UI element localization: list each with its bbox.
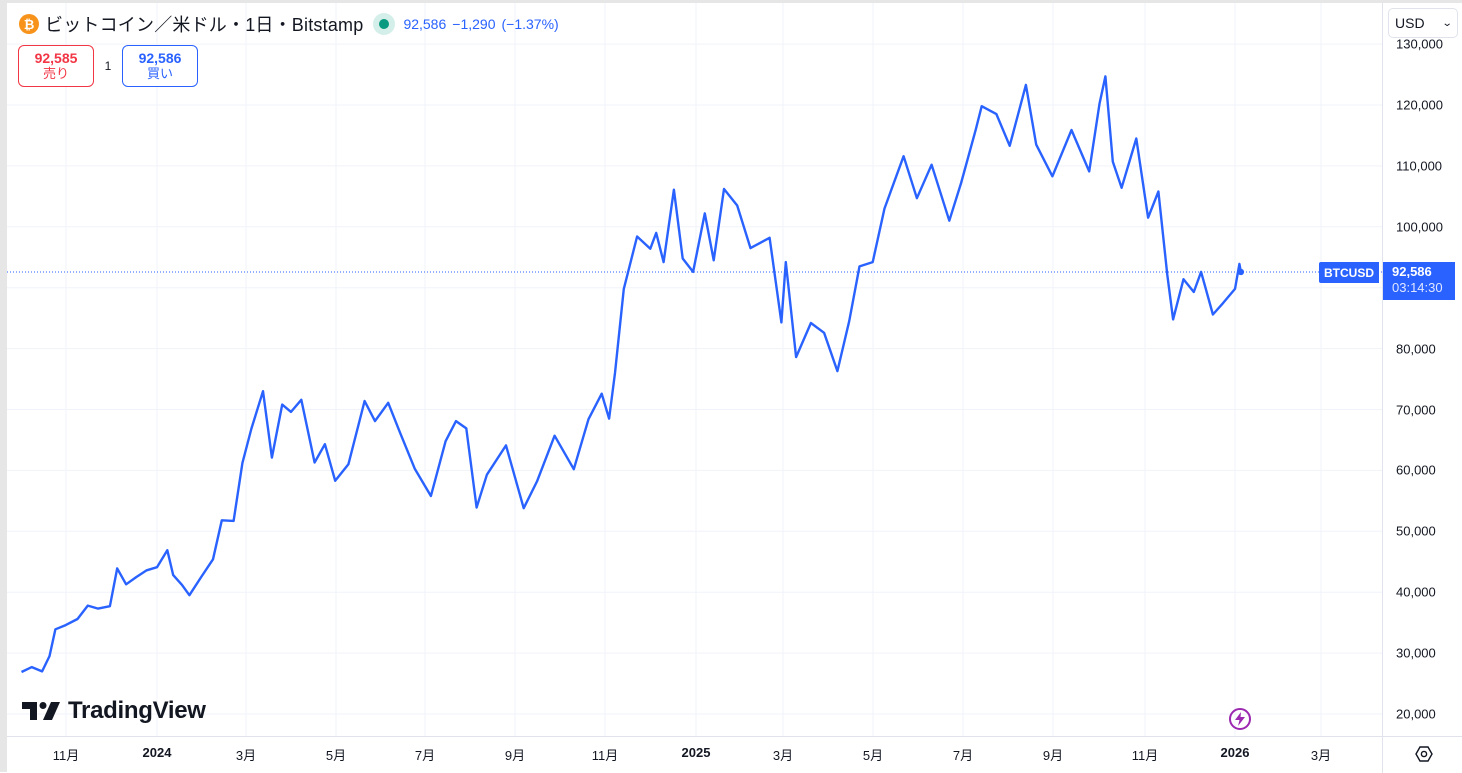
price-axis[interactable] xyxy=(1382,3,1462,736)
quote-values: 92,586 −1,290 (−1.37%) xyxy=(403,16,564,32)
chevron-down-icon: ⌄ xyxy=(1441,17,1453,29)
time-axis-label: 9月 xyxy=(1042,748,1064,763)
time-axis-label: 2025 xyxy=(681,745,711,760)
symbol-legend: ₿ ビットコイン／米ドル・1日・Bitstamp 92,586 −1,290 (−1… xyxy=(19,11,565,37)
axis-corner xyxy=(1382,736,1462,773)
price-axis-label: 20,000 xyxy=(1396,706,1436,722)
price-axis-label: 110,000 xyxy=(1396,158,1443,174)
order-quantity[interactable]: 1 xyxy=(104,59,112,73)
time-axis-label: 2024 xyxy=(142,745,172,760)
trade-panel: 92,585 売り 1 92,586 買い xyxy=(18,45,198,87)
sell-label: 売り xyxy=(42,66,69,81)
last-price-marker xyxy=(1237,268,1245,276)
sell-price: 92,585 xyxy=(34,50,78,66)
buy-button[interactable]: 92,586 買い xyxy=(122,45,198,87)
time-axis-label: 11月 xyxy=(591,748,619,763)
market-open-dot-icon xyxy=(379,19,390,29)
lightning-icon xyxy=(1235,712,1245,726)
tradingview-logo-text: TradingView xyxy=(68,697,206,724)
last-price: 92,586 xyxy=(403,16,447,32)
time-axis-label: 3月 xyxy=(1310,748,1332,763)
currency-value: USD xyxy=(1395,15,1425,31)
price-axis-label: 130,000 xyxy=(1396,36,1443,52)
price-change: −1,290 xyxy=(452,16,496,32)
price-axis-label: 30,000 xyxy=(1396,645,1436,661)
price-change-percent: (−1.37%) xyxy=(501,16,559,32)
time-axis-label: 3月 xyxy=(235,748,257,763)
buy-price: 92,586 xyxy=(138,50,182,66)
bitcoin-icon: ₿ xyxy=(19,14,39,34)
symbol-price-tag: BTCUSD xyxy=(1319,262,1379,283)
buy-label: 買い xyxy=(146,66,173,81)
currency-select[interactable]: USD ⌄ xyxy=(1388,8,1458,38)
price-axis-label: 80,000 xyxy=(1396,341,1436,357)
price-line-chart[interactable] xyxy=(7,3,1382,736)
sell-button[interactable]: 92,585 売り xyxy=(18,45,94,87)
time-axis-label: 5月 xyxy=(862,748,884,763)
price-axis-label: 40,000 xyxy=(1396,584,1436,600)
btcusd-price-line[interactable] xyxy=(20,75,1243,674)
chart-plot-area[interactable] xyxy=(7,3,1382,736)
lightning-events-icon[interactable] xyxy=(1229,708,1251,730)
price-axis-label: 120,000 xyxy=(1396,97,1443,113)
time-axis-label: 11月 xyxy=(52,748,80,763)
price-axis-label: 100,000 xyxy=(1396,219,1443,235)
time-axis-label: 3月 xyxy=(772,748,794,763)
time-axis-label: 7月 xyxy=(952,748,974,763)
time-axis-label: 11月 xyxy=(1131,748,1159,763)
time-axis-label: 9月 xyxy=(504,748,526,763)
bar-countdown: 03:14:30 xyxy=(1392,280,1443,295)
time-axis[interactable] xyxy=(7,736,1382,773)
last-price-tag: 92,586 03:14:30 xyxy=(1383,262,1455,300)
time-axis-label: 7月 xyxy=(414,748,436,763)
last-price-tag-value: 92,586 xyxy=(1392,264,1432,279)
price-axis-label: 60,000 xyxy=(1396,462,1436,478)
price-axis-label: 50,000 xyxy=(1396,523,1436,539)
price-axis-label: 70,000 xyxy=(1396,402,1436,417)
time-axis-label: 2026 xyxy=(1220,745,1250,760)
market-status[interactable] xyxy=(373,13,396,35)
auto-scale-settings-icon[interactable] xyxy=(1414,744,1434,764)
tradingview-logo[interactable]: TradingView xyxy=(22,697,206,725)
time-axis-label: 5月 xyxy=(325,748,347,763)
tradingview-logo-icon xyxy=(22,702,60,720)
symbol-title[interactable]: ビットコイン／米ドル・1日・Bitstamp xyxy=(45,15,364,35)
